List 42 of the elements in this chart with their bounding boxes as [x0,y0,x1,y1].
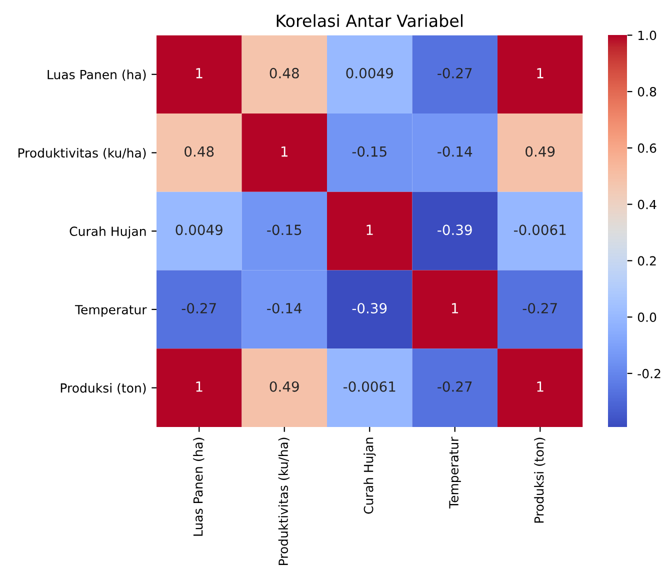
color-bar-label: 0.0 [638,312,656,322]
x-tick-label: Temperatur [449,436,461,509]
color-bar-label: 0.6 [638,143,656,153]
data-label: 1 [196,382,202,392]
data-label: 1 [281,146,288,157]
data-label: -0.0061 [344,381,396,392]
data-label: 0.48 [270,68,299,78]
y-tick-label: Curah Hujan [70,226,146,238]
color-bar-label: 0.2 [638,256,656,266]
data-label: -0.27 [438,68,472,78]
data-label: 1 [452,303,458,314]
x-tick-label: Produktivitas (ku/ha) [278,438,290,565]
y-tick-label: Temperatur [74,305,147,317]
data-label: 1 [537,382,544,392]
data-label: 0.0049 [176,224,222,236]
data-label: -0.27 [522,302,557,314]
color-bar-label: 0.4 [638,200,656,210]
data-label: 1 [366,224,373,235]
y-tick-label: Produksi (ton) [60,383,146,394]
color-bar-label: 0.8 [638,87,656,96]
data-label: 1 [196,68,202,78]
color-bar-label: -0.2 [638,368,660,378]
color-bar-label: 1.0 [638,30,656,40]
data-label: -0.27 [438,381,472,392]
data-label: 0.49 [526,146,555,157]
data-label: -0.15 [352,146,386,157]
data-label: 0.49 [270,381,299,392]
data-label: -0.39 [438,224,472,236]
data-label: -0.39 [352,302,387,314]
data-label: -0.14 [267,302,302,314]
y-tick-label: Luas Panen (ha) [48,70,146,81]
data-label: 0.48 [184,146,214,157]
x-tick-label: Curah Hujan [364,438,376,514]
y-tick-label: Produktivitas (ku/ha) [18,148,146,160]
chart-title: Korelasi Antar Variabel [276,14,462,28]
x-tick-label: Produksi (ton) [534,438,546,523]
data-label: -0.14 [438,146,472,157]
data-label: -0.15 [267,224,302,236]
data-label: -0.0061 [514,224,566,236]
data-label: -0.27 [182,302,216,314]
data-label: 0.0049 [346,68,393,78]
data-label: 1 [537,68,544,78]
